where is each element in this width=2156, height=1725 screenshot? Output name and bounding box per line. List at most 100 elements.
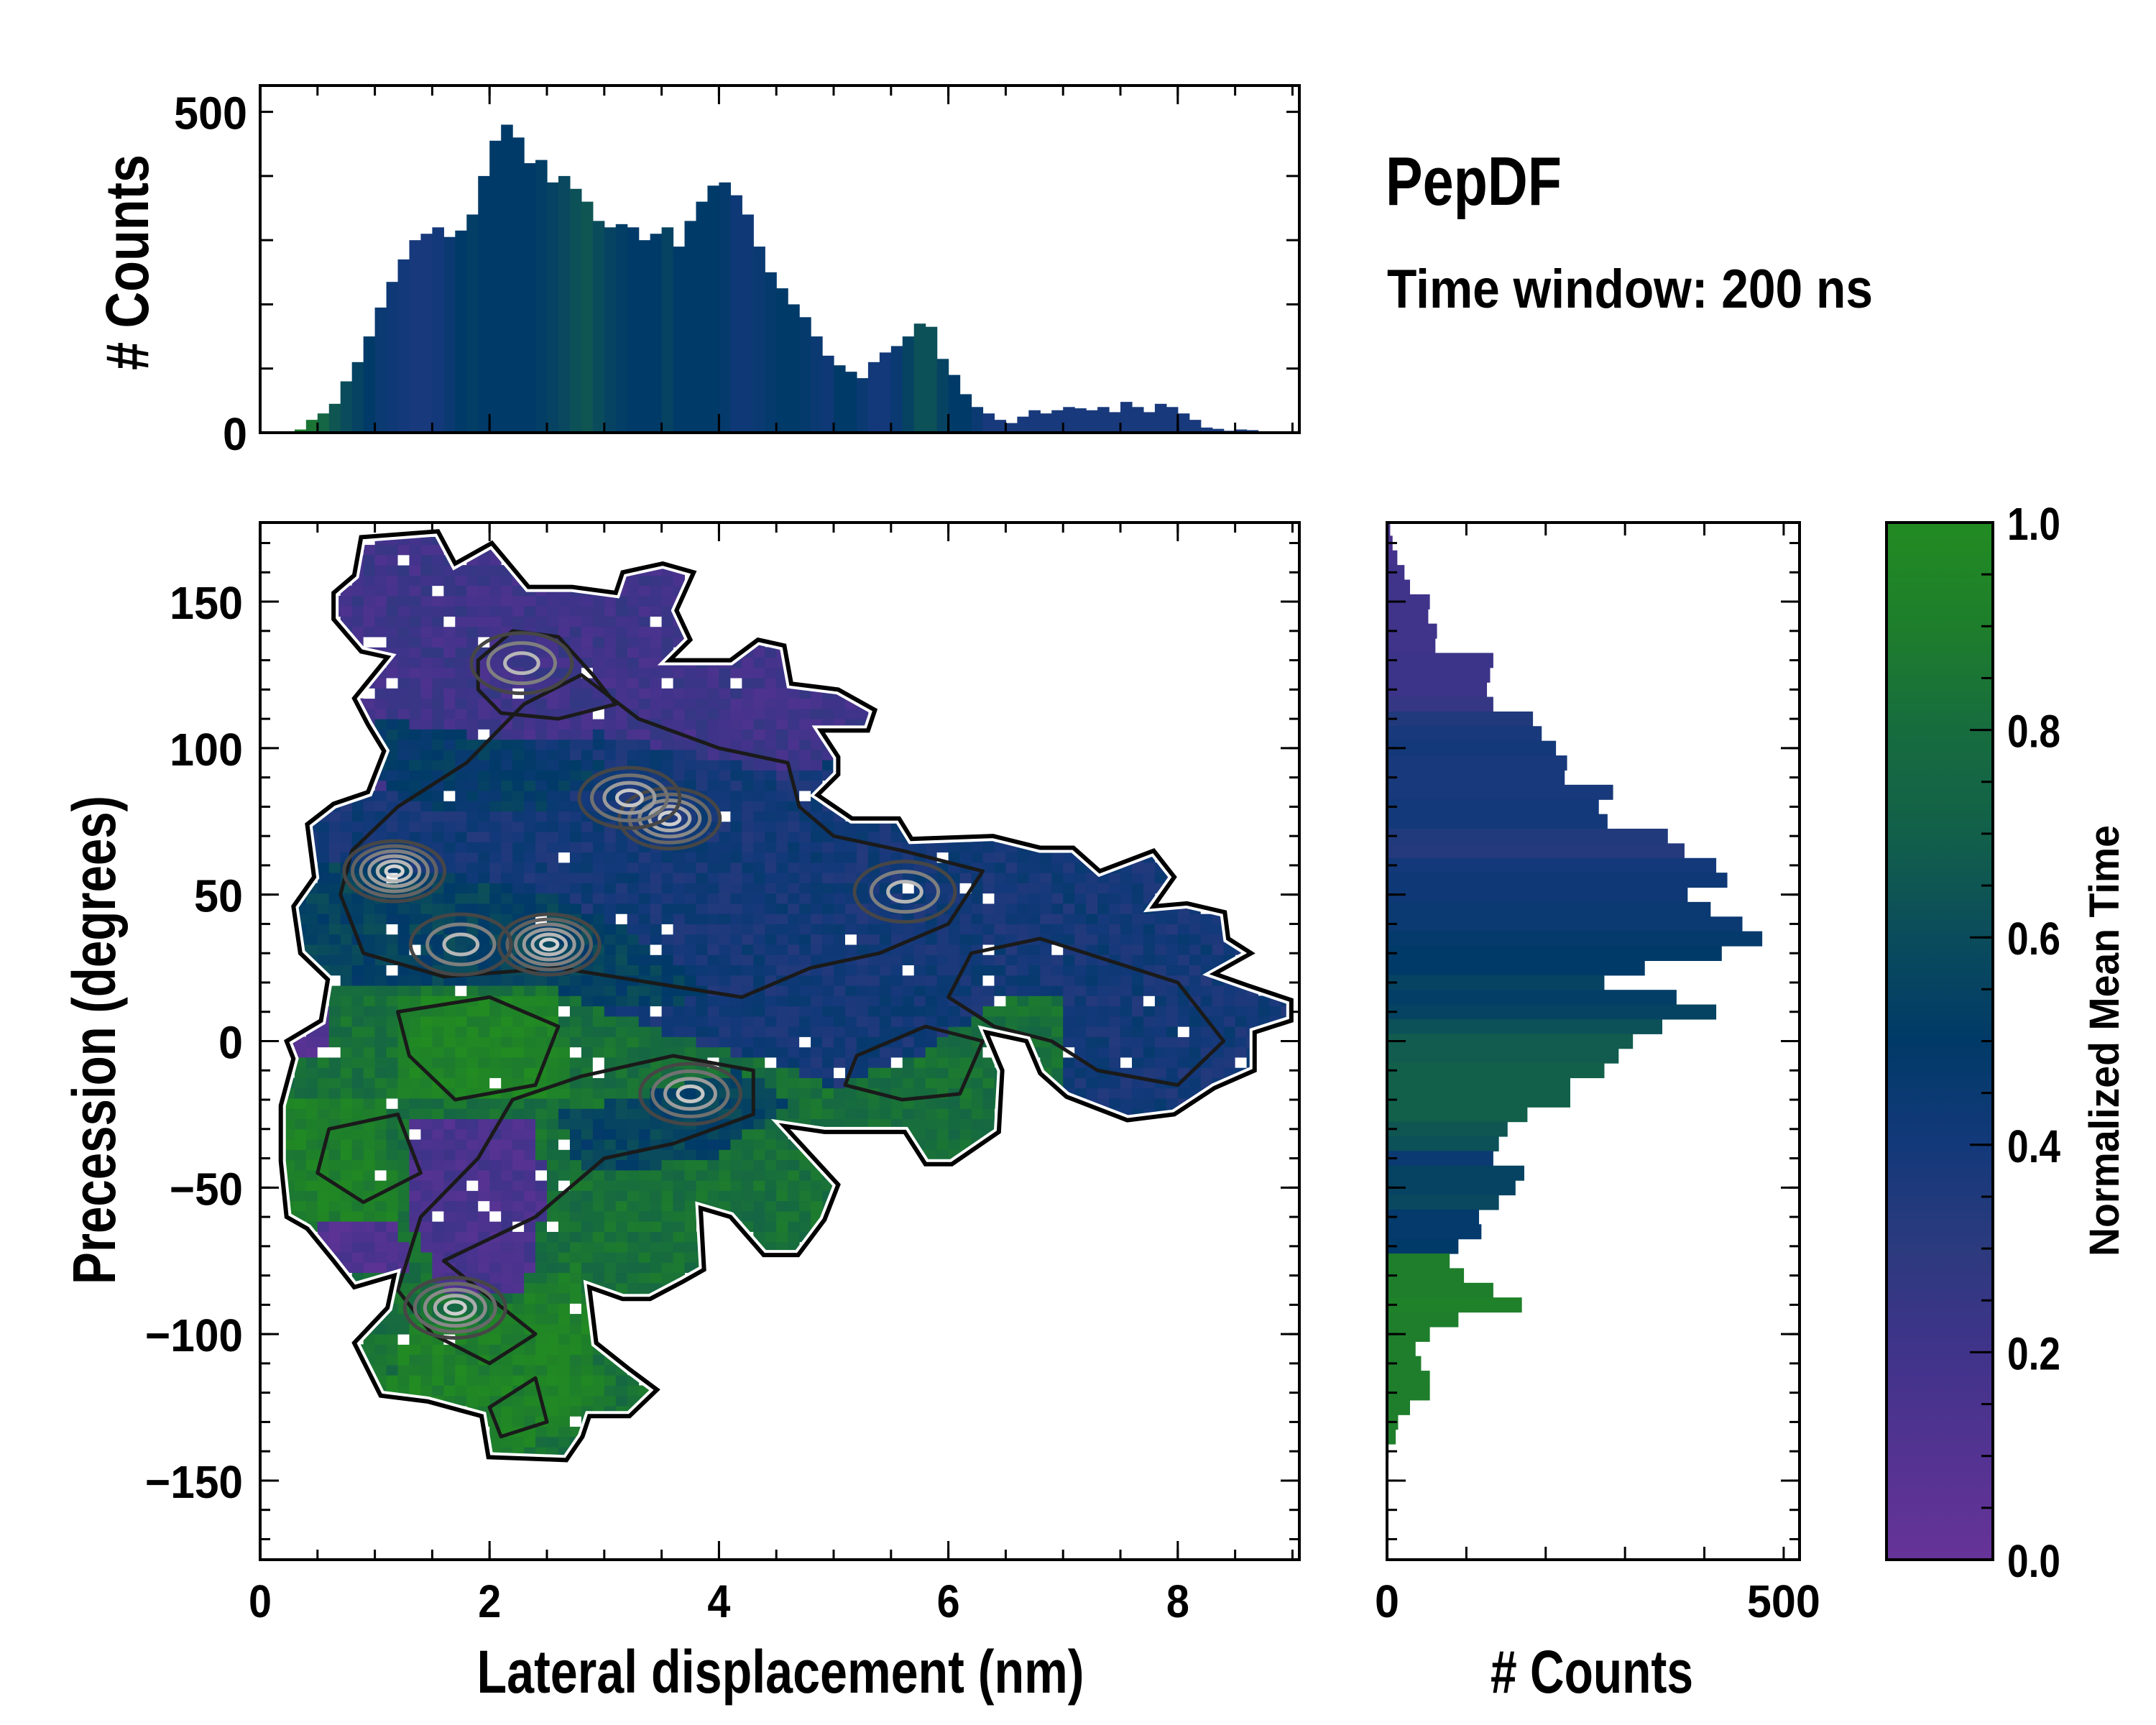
heatmap-cell — [535, 873, 548, 883]
density-peak-contour — [497, 912, 602, 977]
heatmap-cell — [512, 1159, 525, 1171]
heatmap-cell — [1131, 883, 1144, 894]
heatmap-cell — [627, 852, 640, 863]
heatmap-cell — [374, 1251, 387, 1263]
heatmap-cell — [1177, 1006, 1190, 1017]
heatmap-cell — [466, 1200, 479, 1212]
heatmap-cell — [650, 739, 663, 750]
heatmap-cell — [1063, 1006, 1075, 1017]
heatmap-cell — [753, 790, 765, 801]
heatmap-cell — [455, 893, 467, 904]
heatmap-cell — [1040, 1006, 1052, 1017]
heatmap-cell — [844, 873, 857, 883]
heatmap-cell — [524, 1416, 536, 1427]
heatmap-cell — [788, 873, 800, 883]
heatmap-cell — [512, 985, 525, 996]
heatmap-cell — [489, 585, 502, 597]
heatmap-cell — [489, 1169, 502, 1181]
heatmap-cell — [317, 1036, 330, 1048]
heatmap-cell — [547, 1067, 559, 1078]
heatmap-cell — [765, 873, 777, 883]
heatmap-cell — [501, 985, 513, 996]
heatmap-cell — [420, 1108, 433, 1120]
heatmap-cell — [822, 1057, 834, 1068]
heatmap-cell — [753, 924, 765, 935]
heatmap-cell — [1166, 1057, 1179, 1068]
heatmap-cell — [913, 1077, 926, 1089]
heatmap-cell — [730, 975, 742, 986]
heatmap-cell — [374, 944, 387, 955]
heatmap-cell — [890, 1057, 903, 1068]
heatmap-cell — [432, 595, 444, 607]
heatmap-cell — [604, 883, 617, 894]
heatmap-cell — [512, 883, 525, 894]
heatmap-cell — [294, 1067, 307, 1078]
heatmap-cell — [317, 903, 330, 914]
heatmap-cell — [765, 1006, 777, 1017]
heatmap-cell — [420, 832, 433, 842]
heatmap-cell — [925, 1016, 938, 1027]
heatmap-cell — [765, 1221, 777, 1232]
heatmap-cell — [305, 934, 318, 945]
heatmap-cell — [501, 1364, 513, 1376]
heatmap-cell — [569, 842, 582, 853]
heatmap-cell — [1051, 924, 1064, 935]
heatmap-cell — [455, 606, 467, 617]
heatmap-cell — [788, 1231, 800, 1243]
heatmap-cell — [627, 954, 640, 966]
heatmap-cell — [386, 944, 399, 955]
heatmap-cell — [661, 760, 674, 770]
heatmap-cell — [535, 862, 548, 873]
heatmap-cell — [638, 1006, 651, 1017]
colorbar-tick-label: 0.4 — [2007, 1121, 2060, 1172]
heatmap-cell — [397, 1375, 410, 1386]
heatmap-cell — [569, 1057, 582, 1068]
heatmap-cell — [650, 883, 663, 894]
heatmap-cell — [317, 954, 330, 966]
heatmap-cell — [569, 1354, 582, 1366]
heatmap-cell — [615, 1241, 628, 1253]
heatmap-cell — [638, 1036, 651, 1048]
heatmap-cell — [466, 729, 479, 740]
density-peak-contour — [514, 922, 585, 967]
heatmap-cell — [1017, 893, 1029, 904]
heatmap-cell — [1040, 893, 1052, 904]
heatmap-cell — [1189, 914, 1202, 924]
heatmap-cell — [535, 1231, 548, 1243]
heatmap-cell — [489, 1016, 502, 1027]
heatmap-cell — [615, 965, 628, 976]
heatmap-cell — [443, 801, 456, 812]
heatmap-cell — [535, 1426, 548, 1438]
heatmap-cell — [501, 1334, 513, 1345]
heatmap-cell — [443, 698, 456, 709]
heatmap-cell — [650, 1272, 663, 1284]
heatmap-cell — [822, 985, 834, 996]
heatmap-cell — [925, 1036, 938, 1048]
heatmap-cell — [753, 811, 765, 822]
heatmap-cell — [489, 1046, 502, 1058]
heatmap-cell — [788, 914, 800, 924]
heatmap-cell — [535, 1436, 548, 1448]
heatmap-cell — [351, 1036, 364, 1048]
heatmap-cell — [696, 914, 708, 924]
heatmap-cell — [455, 749, 467, 760]
heatmap-cell — [753, 770, 765, 781]
heatmap-cell — [811, 1077, 823, 1089]
histogram-bar — [569, 188, 582, 433]
heatmap-cell — [547, 1149, 559, 1161]
histogram-bar — [592, 221, 605, 433]
histogram-bar — [1387, 1136, 1499, 1151]
heatmap-cell — [524, 1149, 536, 1161]
heatmap-cell — [742, 1006, 754, 1017]
heatmap-cell — [719, 1036, 731, 1048]
heatmap-cell — [742, 657, 754, 668]
heatmap-cell — [420, 749, 433, 760]
heatmap-cell — [799, 1180, 811, 1191]
heatmap-cell — [1051, 1046, 1064, 1058]
heatmap-cell — [959, 852, 972, 863]
heatmap-cell — [936, 1098, 949, 1109]
heatmap-cell — [1143, 975, 1156, 986]
density-peak-contour — [658, 810, 682, 827]
heatmap-cell — [730, 965, 742, 976]
heatmap-cell — [948, 1036, 961, 1048]
